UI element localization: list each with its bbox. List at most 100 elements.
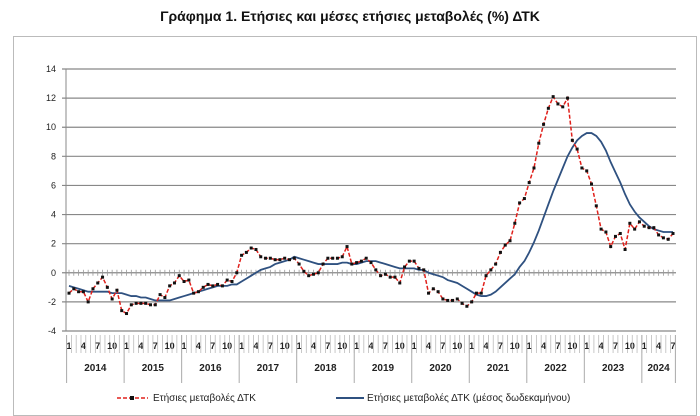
data-point <box>599 227 603 231</box>
data-point <box>259 255 263 259</box>
data-point <box>244 250 248 254</box>
data-point <box>561 105 565 109</box>
data-point <box>450 298 454 302</box>
data-point <box>537 141 541 145</box>
data-point <box>177 274 181 278</box>
series-line-annual <box>68 95 674 315</box>
year-label: 2017 <box>257 363 280 374</box>
data-point <box>518 201 522 205</box>
data-point <box>316 271 320 275</box>
month-label: 1 <box>66 341 71 351</box>
data-point <box>671 231 675 235</box>
data-point <box>96 281 100 285</box>
month-label: 10 <box>280 341 290 351</box>
month-label: 7 <box>210 341 215 351</box>
data-point <box>647 226 651 230</box>
data-point <box>335 256 339 260</box>
data-point <box>379 274 383 278</box>
data-point <box>297 262 301 266</box>
data-point <box>158 293 162 297</box>
data-point <box>522 197 526 201</box>
month-label: 1 <box>469 341 474 351</box>
data-point <box>575 147 579 151</box>
month-label: 4 <box>656 341 661 351</box>
data-point <box>120 309 124 313</box>
data-point <box>570 138 574 142</box>
data-point <box>407 259 411 263</box>
month-label: 4 <box>599 341 604 351</box>
data-point <box>590 182 594 186</box>
data-point <box>551 95 555 99</box>
year-label: 2018 <box>314 363 337 374</box>
data-point <box>642 224 646 228</box>
legend-label-annual: Ετήσιες μεταβολές ΔΤΚ <box>153 392 256 404</box>
data-point <box>331 256 335 260</box>
month-label: 1 <box>297 341 302 351</box>
data-point <box>403 265 407 269</box>
year-label: 2016 <box>199 363 222 374</box>
data-point <box>196 290 200 294</box>
data-point <box>455 297 459 301</box>
data-point <box>321 262 325 266</box>
data-point <box>441 297 445 301</box>
month-label: 7 <box>670 341 675 351</box>
data-point <box>187 278 191 282</box>
y-tick-label: 6 <box>51 180 56 190</box>
data-point <box>633 227 637 231</box>
data-point <box>311 272 315 276</box>
data-point <box>412 259 416 263</box>
data-point <box>609 245 613 249</box>
year-label: 2021 <box>487 363 510 374</box>
month-label: 7 <box>613 341 618 351</box>
data-point <box>364 256 368 260</box>
y-tick-label: 2 <box>51 239 56 249</box>
data-point <box>216 282 220 286</box>
year-label: 2023 <box>602 363 625 374</box>
data-point <box>503 243 507 247</box>
data-point <box>86 300 90 304</box>
month-label: 10 <box>625 341 635 351</box>
data-point <box>201 285 205 289</box>
month-label: 7 <box>268 341 273 351</box>
data-point <box>139 301 143 305</box>
legend-label-average: Ετήσιες μεταβολές ΔΤΚ (μέσος δωδεκαμήνου… <box>367 392 570 404</box>
data-point <box>532 166 536 170</box>
data-point <box>604 230 608 234</box>
month-label: 1 <box>527 341 532 351</box>
month-label: 7 <box>440 341 445 351</box>
month-label: 7 <box>555 341 560 351</box>
y-tick-label: 12 <box>46 93 56 103</box>
data-point <box>498 250 502 254</box>
month-label: 1 <box>239 341 244 351</box>
year-label: 2022 <box>544 363 567 374</box>
data-point <box>148 303 152 307</box>
data-point <box>283 256 287 260</box>
data-point <box>81 290 85 294</box>
month-label: 4 <box>138 341 143 351</box>
month-label: 4 <box>253 341 258 351</box>
month-label: 4 <box>368 341 373 351</box>
data-point <box>594 204 598 208</box>
data-point <box>292 256 296 260</box>
data-point <box>206 282 210 286</box>
month-label: 10 <box>165 341 175 351</box>
data-point <box>623 247 627 251</box>
month-label: 10 <box>337 341 347 351</box>
month-label: 10 <box>452 341 462 351</box>
data-point <box>474 291 478 295</box>
data-point <box>134 301 138 305</box>
data-point <box>527 181 531 185</box>
y-tick-label: 4 <box>51 210 56 220</box>
y-tick-label: 8 <box>51 151 56 161</box>
y-tick-label: 14 <box>46 64 56 74</box>
month-label: 4 <box>426 341 431 351</box>
data-point <box>264 256 268 260</box>
legend-marker-annual <box>130 396 134 400</box>
month-label: 1 <box>354 341 359 351</box>
data-point <box>618 231 622 235</box>
data-point <box>484 274 488 278</box>
data-point <box>91 287 95 291</box>
data-point <box>542 122 546 126</box>
data-point <box>494 262 498 266</box>
month-label: 4 <box>484 341 489 351</box>
